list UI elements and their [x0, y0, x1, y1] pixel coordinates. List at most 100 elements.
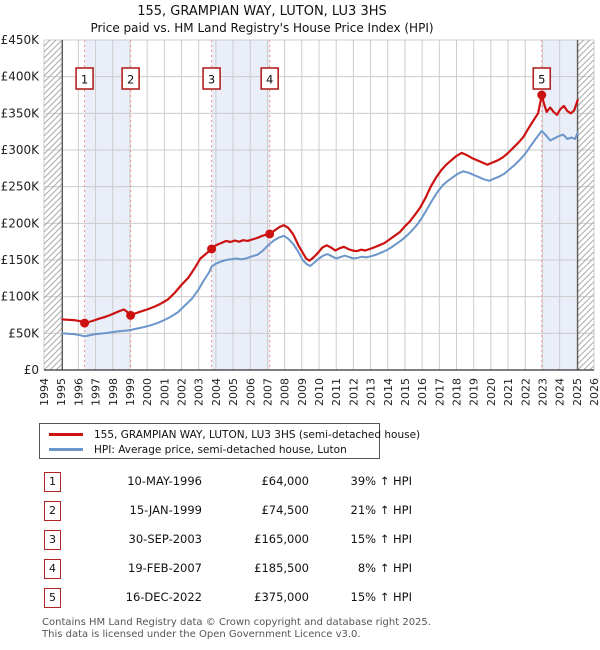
sale-price: £185,500: [254, 561, 309, 575]
hatch-line: [43, 219, 63, 239]
title-block: 155, GRAMPIAN WAY, LUTON, LU3 3HS Price …: [0, 0, 524, 35]
hatch-line: [577, 47, 595, 65]
hatch-line: [43, 177, 63, 197]
hatch-line: [577, 251, 595, 269]
hatch-line: [577, 293, 595, 311]
sale-marker-box: [260, 67, 279, 90]
hatch-line: [43, 195, 63, 215]
hatch-line: [43, 315, 63, 335]
hatch-line: [577, 197, 595, 215]
sale-number-badge: 5: [44, 588, 61, 608]
x-tick-label: 2004: [210, 378, 223, 406]
hatch-line: [577, 173, 595, 191]
hatch-line: [43, 81, 63, 101]
hatch-line: [577, 143, 595, 161]
hatch-line: [43, 69, 63, 89]
hatch-line: [43, 309, 63, 329]
hatch-line: [43, 57, 63, 77]
x-tick-label: 2014: [382, 378, 395, 406]
hatch-line: [577, 119, 595, 137]
hatch-line: [43, 75, 63, 95]
price-line-swatch: [49, 433, 83, 436]
hatch-line: [43, 297, 63, 317]
hatch-line: [577, 161, 595, 179]
table-row: 2 15-JAN-1999 £74,500 21% ↑ HPI: [44, 501, 412, 523]
sale-date: 15-JAN-1999: [129, 503, 203, 517]
hatch-line: [577, 71, 595, 89]
x-tick-label: 2002: [176, 378, 189, 406]
hatch-line: [49, 357, 63, 371]
x-tick-label: 2008: [279, 378, 292, 406]
sale-hpi-delta: 39% ↑ HPI: [350, 474, 412, 488]
hatch-line: [43, 231, 63, 251]
hatch-line: [577, 155, 595, 173]
hatch-line: [43, 339, 63, 359]
price-line: [61, 93, 579, 325]
x-tick-label: 1998: [107, 378, 120, 406]
hatch-line: [577, 287, 595, 305]
y-tick-label: £450K: [1, 33, 41, 47]
sale-marker-number: 2: [127, 73, 134, 87]
x-tick-label: 2023: [536, 378, 549, 406]
hatch-line: [577, 335, 595, 353]
sale-point: [265, 229, 275, 239]
hatch-line: [577, 245, 595, 263]
x-tick-label: 2026: [588, 378, 600, 406]
legend-row-hpi: HPI: Average price, semi-detached house,…: [49, 442, 379, 457]
x-tick-label: 2010: [313, 378, 326, 406]
sale-marker-box: [121, 67, 140, 90]
sale-hpi-delta: 21% ↑ HPI: [350, 503, 412, 517]
hatch-line: [43, 255, 63, 275]
hatch-line: [577, 323, 595, 341]
hatch-line: [577, 107, 595, 125]
hatch-line: [577, 137, 595, 155]
x-tick-label: 2001: [158, 378, 171, 406]
sale-marker-number: 3: [208, 73, 215, 87]
hatch-line: [577, 95, 595, 113]
hatch-line: [577, 317, 595, 335]
hatch-line: [43, 285, 63, 305]
hatch-line: [55, 363, 63, 371]
hatch-line: [43, 279, 63, 299]
hatch-line: [43, 117, 63, 137]
hatch-line: [577, 191, 595, 209]
hatch-line: [43, 303, 63, 323]
hatch-line: [43, 39, 51, 47]
x-tick-label: 1994: [38, 378, 51, 406]
price-history-chart: 1 2 3 4 5 £0 £50K £100K £150K £200K £250K £300K £350…: [1, 33, 600, 406]
hatch-line: [43, 243, 63, 263]
sale-marker-box: [202, 67, 221, 90]
hatch-line: [43, 51, 63, 71]
x-tick-label: 2009: [296, 378, 309, 406]
hatch-line: [43, 165, 63, 185]
hatch-line: [577, 215, 595, 233]
hatch-line: [43, 267, 63, 287]
x-tick-label: 2016: [416, 378, 429, 406]
hatch-line: [577, 89, 595, 107]
sale-marker-box: [75, 67, 94, 90]
hatch-line: [577, 149, 595, 167]
x-tick-label: 2025: [571, 378, 584, 406]
hatch-line: [577, 167, 595, 185]
sale-point: [537, 90, 547, 100]
x-tick-label: 2018: [451, 378, 464, 406]
hatch-line: [43, 321, 63, 341]
footer-line-2: This data is licensed under the Open Gov…: [42, 628, 361, 640]
sale-marker-box: [532, 67, 552, 90]
hatch-line: [43, 213, 63, 233]
sale-point: [207, 244, 217, 254]
hatch-line: [43, 225, 63, 245]
hatch-line: [577, 77, 595, 95]
hatch-line: [577, 353, 595, 371]
hatch-line: [577, 275, 595, 293]
hatch-line: [577, 305, 595, 323]
table-row: 3 30-SEP-2003 £165,000 15% ↑ HPI: [44, 530, 412, 552]
x-tick-label: 2006: [244, 378, 257, 406]
sale-number-badge: 1: [44, 472, 61, 492]
sale-date: 16-DEC-2022: [125, 590, 202, 604]
sale-marker-number: 5: [538, 73, 545, 87]
hatch-line: [577, 281, 595, 299]
hatch-line: [43, 249, 63, 269]
sale-point: [126, 310, 136, 320]
sale-price: £74,500: [261, 503, 309, 517]
